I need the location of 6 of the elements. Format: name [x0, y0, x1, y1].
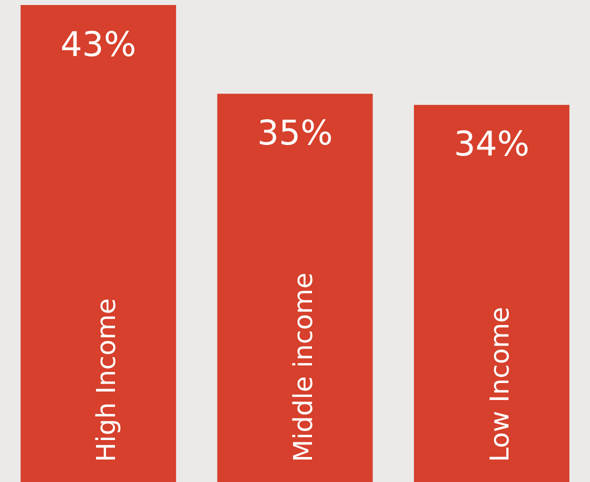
data-label: 34% [454, 124, 530, 165]
x-tick-label: Middle income [288, 272, 319, 462]
x-tick-label: High Income [92, 298, 122, 462]
data-label: 35% [257, 114, 333, 154]
data-label: 43% [60, 24, 136, 65]
x-tick-label: Low Income [485, 306, 516, 462]
